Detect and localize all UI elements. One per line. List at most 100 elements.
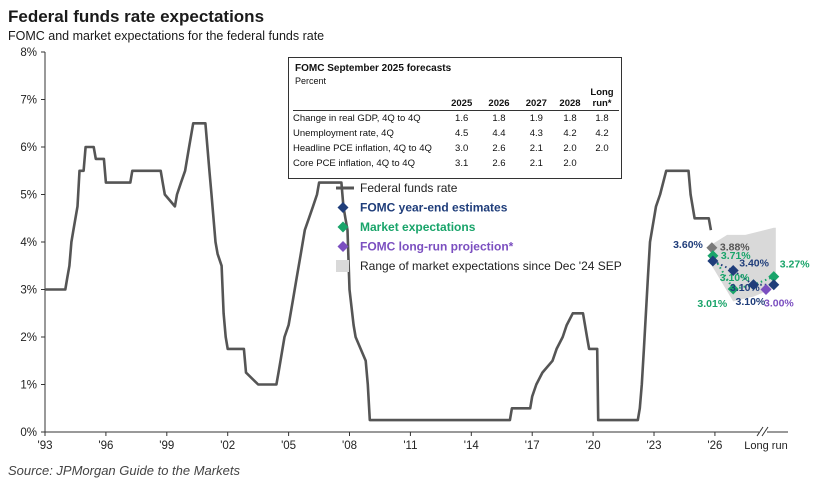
table-cell <box>585 156 619 171</box>
fed-funds-rate-line <box>45 122 713 422</box>
table-cell: 2.6 <box>492 158 506 169</box>
y-tick-label: 5% <box>20 190 37 202</box>
table-cell: 1.9 <box>529 113 543 124</box>
y-tick-label: 8% <box>20 47 37 59</box>
row-label: Core PCE inflation, 4Q to 4Q <box>293 158 415 169</box>
longrun-projection-marker <box>760 284 772 295</box>
gray-diamond-marker <box>706 242 718 254</box>
y-tick-label: 6% <box>20 142 37 154</box>
legend-label: Market expectations <box>360 220 476 234</box>
x-tick-label: '11 <box>403 440 417 452</box>
legend-label: FOMC year-end estimates <box>360 201 508 215</box>
x-tick-label: '05 <box>281 440 296 452</box>
legend-swatch-diamond <box>337 241 349 252</box>
x-tick-label: '14 <box>464 440 480 452</box>
table-cell: 1.6 <box>455 113 469 124</box>
source-note: Source: JPMorgan Guide to the Markets <box>8 463 240 478</box>
table-header-2028: 2028 <box>559 98 581 109</box>
axis-break-mark <box>756 426 764 437</box>
fomc-estimate-label: 3.10% <box>730 282 760 294</box>
fomc-estimate-label: 3.10% <box>735 296 765 308</box>
y-tick-label: 7% <box>20 95 37 107</box>
market-expectation-label: 3.10% <box>720 272 750 284</box>
table-cell: 3.0 <box>455 143 469 154</box>
market-expectation-label: 3.27% <box>780 259 810 271</box>
forecast-grid: 2025 2026 2027 2028 Long run* Change in … <box>293 86 619 171</box>
table-cell: 1.8 <box>595 113 609 124</box>
row-label: Headline PCE inflation, 4Q to 4Q <box>293 143 432 154</box>
series-layer <box>45 122 775 422</box>
table-cell: 2.1 <box>529 158 543 169</box>
row-label: Change in real GDP, 4Q to 4Q <box>293 113 421 124</box>
legend-label: Range of market expectations since Dec '… <box>360 259 622 273</box>
x-tick-label: '02 <box>220 440 235 452</box>
x-tick-label: '96 <box>98 440 113 452</box>
row-label: Unemployment rate, 4Q <box>293 128 394 139</box>
fomc-estimate-label: 3.60% <box>673 239 703 251</box>
y-axis-ticks: 0% 1% 2% 3% 4% 5% 6% 7% 8% <box>20 47 46 439</box>
table-cell: 1.8 <box>492 113 506 124</box>
fomc-forecast-table: FOMC September 2025 forecasts Percent 20… <box>288 57 622 179</box>
axis-break-mark <box>761 426 769 437</box>
table-cell: 4.2 <box>563 128 577 139</box>
x-tick-label: '08 <box>342 440 357 452</box>
table-row: Core PCE inflation, 4Q to 4Q 3.1 2.6 2.1… <box>293 156 619 171</box>
table-row: Unemployment rate, 4Q 4.5 4.4 4.3 4.2 4.… <box>293 126 619 141</box>
table-header-2026: 2026 <box>488 98 510 109</box>
range-band-layer <box>711 227 776 302</box>
table-cell: 2.6 <box>492 143 506 154</box>
fomc-estimate-marker <box>727 265 739 276</box>
marker-layer: 3.88%3.71%3.01%3.10%3.27%3.60%3.40%3.10%… <box>673 239 810 310</box>
market-expectation-marker <box>727 283 739 295</box>
legend-label: FOMC long-run projection* <box>360 240 514 254</box>
table-header-blank <box>293 86 443 111</box>
table-row: Change in real GDP, 4Q to 4Q 1.6 1.8 1.9… <box>293 111 619 127</box>
chart-subtitle: FOMC and market expectations for the fed… <box>8 29 325 43</box>
y-tick-label: 4% <box>20 237 37 249</box>
market-expectation-label: 3.71% <box>721 250 751 262</box>
table-header-2025: 2025 <box>451 98 473 109</box>
legend-label: Federal funds rate <box>360 181 458 195</box>
table-cell: 4.2 <box>595 128 609 139</box>
x-tick-label: '26 <box>707 440 722 452</box>
table-cell: 4.4 <box>492 128 506 139</box>
x-tick-label: '20 <box>586 440 601 452</box>
legend-swatch-diamond <box>337 202 349 213</box>
fomc-estimate-marker <box>707 255 719 267</box>
table-header-row: 2025 2026 2027 2028 Long run* <box>293 86 619 111</box>
x-tick-label: '17 <box>525 440 540 452</box>
legend: Federal funds rate FOMC year-end estimate… <box>336 181 622 273</box>
table-cell: 2.0 <box>563 158 577 169</box>
chart-title: Federal funds rate expectations <box>8 7 265 26</box>
legend-swatch-diamond <box>337 221 349 233</box>
table-cell: 2.1 <box>529 143 543 154</box>
gray-marker-label: 3.88% <box>720 242 750 254</box>
x-tick-label-long-run: Long run <box>744 440 787 452</box>
table-cell: 4.5 <box>455 128 469 139</box>
y-tick-label: 1% <box>20 380 37 392</box>
table-row: Headline PCE inflation, 4Q to 4Q 3.0 2.6… <box>293 141 619 156</box>
y-tick-label: 2% <box>20 332 37 344</box>
fomc-estimate-label: 3.40% <box>739 258 769 270</box>
x-axis: '93 '96 '99 '02 '05 '08 '11 '14 '17 '20 '23 '26 Long… <box>38 426 788 452</box>
y-tick-label: 3% <box>20 285 37 297</box>
fomc-estimate-marker <box>768 279 780 291</box>
table-cell: 3.1 <box>455 158 469 169</box>
table-cell: 1.8 <box>563 113 577 124</box>
table-header-2027: 2027 <box>525 98 547 109</box>
table-cell: 4.3 <box>529 128 543 139</box>
market-expectation-label: 3.01% <box>697 298 727 310</box>
table-header-long-run: Long run* <box>590 87 614 109</box>
market-expectation-range-band <box>711 227 776 302</box>
table-unit: Percent <box>295 76 327 86</box>
y-tick-label: 0% <box>20 427 37 439</box>
table-title: FOMC September 2025 forecasts <box>295 63 452 74</box>
x-tick-label: '99 <box>159 440 174 452</box>
table-cell: 2.0 <box>595 143 609 154</box>
x-tick-label: '93 <box>38 440 53 452</box>
fomc-estimate-marker <box>747 279 759 291</box>
legend-swatch-box <box>336 260 349 272</box>
table-cell: 2.0 <box>563 143 577 154</box>
x-tick-label: '23 <box>647 440 662 452</box>
